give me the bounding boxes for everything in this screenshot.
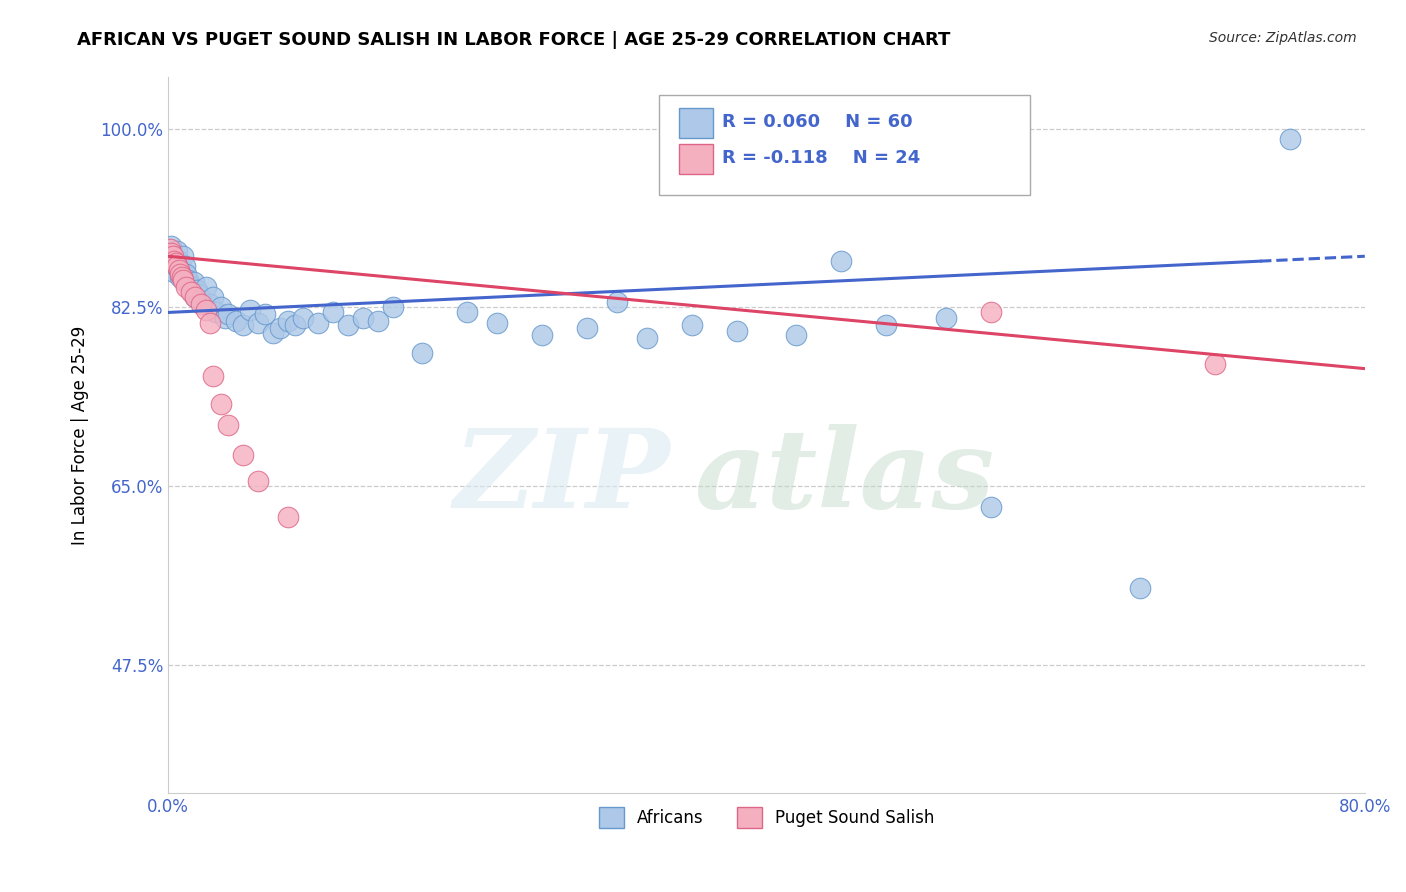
Point xyxy=(209,301,232,315)
Point xyxy=(167,254,190,268)
Point xyxy=(160,246,183,260)
Point xyxy=(830,254,852,268)
Point xyxy=(159,254,181,268)
Point xyxy=(184,290,207,304)
Point xyxy=(172,249,194,263)
Point xyxy=(352,310,374,325)
Point xyxy=(180,280,202,294)
Point xyxy=(980,305,1002,319)
Point xyxy=(173,260,195,274)
Point xyxy=(1129,582,1152,596)
Point xyxy=(184,290,207,304)
Point xyxy=(190,297,212,311)
Text: atlas: atlas xyxy=(695,425,995,532)
Point xyxy=(176,273,198,287)
Point xyxy=(381,301,404,315)
Bar xyxy=(679,144,713,174)
Point xyxy=(163,254,186,268)
Point xyxy=(162,249,184,263)
Point xyxy=(194,280,217,294)
Text: AFRICAN VS PUGET SOUND SALISH IN LABOR FORCE | AGE 25-29 CORRELATION CHART: AFRICAN VS PUGET SOUND SALISH IN LABOR F… xyxy=(77,31,950,49)
Point xyxy=(232,449,254,463)
Text: ZIP: ZIP xyxy=(454,425,671,532)
Point xyxy=(262,326,284,340)
Point xyxy=(456,305,478,319)
Point xyxy=(159,242,181,256)
Point xyxy=(935,310,957,325)
Point xyxy=(160,239,183,253)
Point xyxy=(486,316,509,330)
Point xyxy=(169,269,191,284)
Point xyxy=(205,305,228,319)
Point xyxy=(180,285,202,299)
Point xyxy=(170,264,193,278)
Point xyxy=(202,368,225,383)
Point xyxy=(269,320,291,334)
Point xyxy=(277,509,299,524)
Point xyxy=(172,273,194,287)
Point xyxy=(181,285,204,299)
Point xyxy=(202,290,225,304)
Point xyxy=(167,262,190,277)
Point xyxy=(217,417,239,432)
Point xyxy=(214,310,236,325)
Point xyxy=(531,327,554,342)
Point xyxy=(291,310,314,325)
Point xyxy=(163,264,186,278)
Point xyxy=(980,500,1002,514)
Point xyxy=(239,303,262,318)
Text: R = -0.118    N = 24: R = -0.118 N = 24 xyxy=(723,149,921,168)
Point xyxy=(166,260,188,274)
Point xyxy=(194,303,217,318)
Legend: Africans, Puget Sound Salish: Africans, Puget Sound Salish xyxy=(592,801,941,834)
Point xyxy=(284,318,307,332)
Point xyxy=(246,474,269,488)
Point xyxy=(246,316,269,330)
Point xyxy=(232,318,254,332)
Point xyxy=(209,397,232,411)
Point xyxy=(411,346,433,360)
Point xyxy=(198,297,221,311)
Point xyxy=(1279,132,1302,146)
Point xyxy=(225,313,247,327)
Point xyxy=(681,318,703,332)
Point xyxy=(277,313,299,327)
Point xyxy=(606,295,628,310)
Point xyxy=(179,277,201,291)
Point xyxy=(217,308,239,322)
Point xyxy=(254,308,277,322)
Text: R = 0.060    N = 60: R = 0.060 N = 60 xyxy=(723,113,912,131)
FancyBboxPatch shape xyxy=(659,95,1029,195)
Point xyxy=(162,249,184,263)
Y-axis label: In Labor Force | Age 25-29: In Labor Force | Age 25-29 xyxy=(72,326,89,545)
Point xyxy=(725,324,748,338)
Point xyxy=(307,316,329,330)
Point xyxy=(785,327,807,342)
Point xyxy=(198,316,221,330)
Point xyxy=(636,331,658,345)
Point xyxy=(170,269,193,284)
Point xyxy=(190,293,212,308)
Point xyxy=(576,320,599,334)
Point xyxy=(169,267,191,281)
Point xyxy=(166,244,188,259)
Point xyxy=(336,318,359,332)
Point xyxy=(187,287,209,301)
Point xyxy=(165,256,187,270)
Point xyxy=(165,260,187,274)
Point xyxy=(174,267,197,281)
Text: Source: ZipAtlas.com: Source: ZipAtlas.com xyxy=(1209,31,1357,45)
Point xyxy=(186,283,208,297)
Bar xyxy=(679,108,713,138)
Point xyxy=(1204,357,1226,371)
Point xyxy=(875,318,897,332)
Point xyxy=(183,275,205,289)
Point xyxy=(322,305,344,319)
Point xyxy=(174,280,197,294)
Point xyxy=(367,313,389,327)
